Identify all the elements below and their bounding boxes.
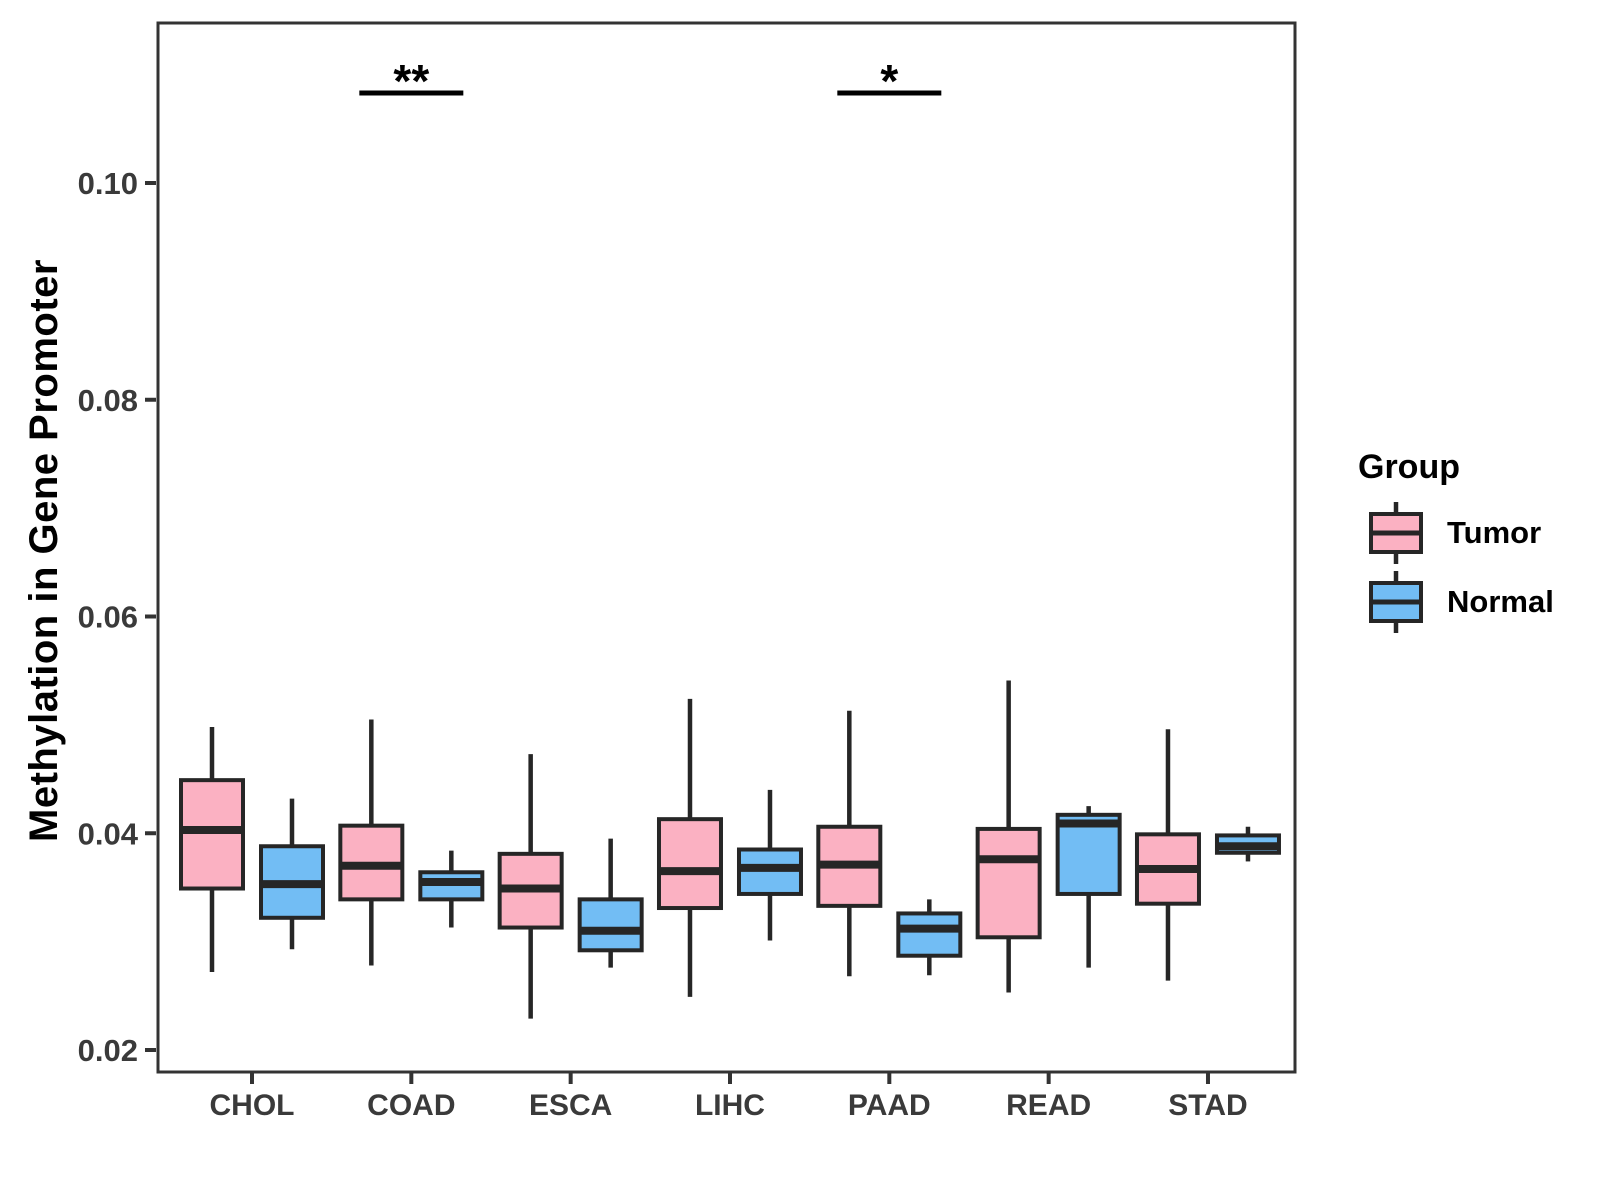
x-tick-label-coad: COAD — [367, 1089, 455, 1122]
box-tumor-stad — [1134, 729, 1201, 981]
significance-coad: ** — [359, 55, 464, 107]
x-tick-label-paad: PAAD — [848, 1089, 931, 1122]
box-normal-paad — [896, 899, 963, 976]
iqr-box — [1055, 812, 1122, 896]
box-tumor-read — [975, 680, 1042, 993]
panel-border — [156, 21, 1297, 1074]
iqr-box — [975, 826, 1042, 940]
x-tick-label-lihc: LIHC — [695, 1089, 765, 1122]
box-normal-coad — [418, 850, 485, 928]
box-normal-chol — [259, 798, 325, 950]
x-tick-label-esca: ESCA — [529, 1089, 612, 1122]
iqr-box — [656, 817, 723, 911]
legend-entry-normal: Normal — [1358, 570, 1554, 634]
box-tumor-chol — [179, 727, 245, 972]
legend-entry-tumor: Tumor — [1358, 501, 1554, 565]
y-tick-label: 0.04 — [78, 816, 139, 851]
significance-paad: * — [837, 55, 942, 107]
y-tick-label: 0.06 — [78, 600, 138, 635]
iqr-box — [896, 911, 963, 958]
box-normal-read — [1055, 806, 1122, 968]
iqr-box — [179, 778, 245, 891]
legend-label-tumor: Tumor — [1447, 515, 1542, 550]
box-normal-esca — [577, 838, 644, 968]
x-tick-label-read: READ — [1006, 1089, 1091, 1122]
box-tumor-lihc — [656, 698, 723, 997]
iqr-box — [577, 897, 644, 953]
normal-boxplot-glyph — [1369, 571, 1423, 633]
legend: Group Tumor Normal — [1358, 448, 1554, 639]
box-tumor-coad — [338, 719, 405, 966]
legend-label-normal: Normal — [1447, 584, 1554, 619]
box-normal-stad — [1214, 826, 1281, 862]
significance-stars: * — [880, 55, 898, 107]
tumor-boxplot-glyph — [1369, 502, 1423, 564]
legend-title: Group — [1358, 448, 1460, 486]
x-tick-label-stad: STAD — [1168, 1089, 1247, 1122]
y-tick-label: 0.08 — [78, 383, 138, 418]
significance-stars: ** — [393, 55, 429, 107]
box-normal-lihc — [736, 789, 803, 941]
box-tumor-paad — [816, 710, 883, 977]
box-tumor-esca — [497, 754, 564, 1019]
x-tick-label-chol: CHOL — [210, 1089, 295, 1122]
y-tick-label: 0.02 — [78, 1033, 138, 1068]
y-tick-label: 0.10 — [78, 166, 138, 201]
